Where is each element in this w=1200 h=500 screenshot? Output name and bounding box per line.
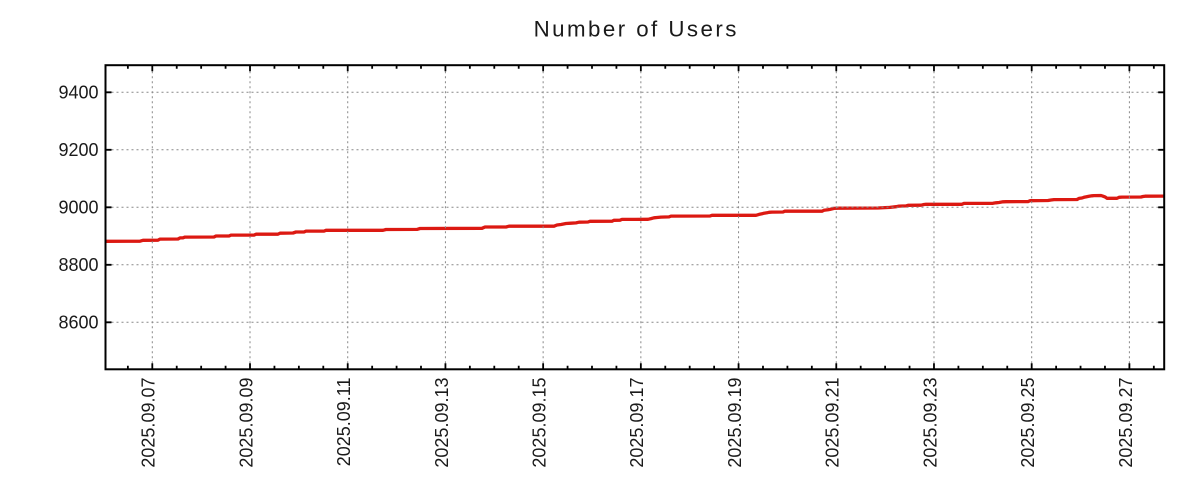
svg-text:2025.09.23: 2025.09.23 [920, 378, 940, 468]
svg-text:9400: 9400 [58, 83, 98, 103]
svg-text:2025.09.07: 2025.09.07 [139, 378, 159, 468]
svg-text:2025.09.25: 2025.09.25 [1018, 378, 1038, 468]
svg-text:8800: 8800 [58, 255, 98, 275]
svg-text:2025.09.11: 2025.09.11 [334, 378, 354, 467]
svg-text:2025.09.15: 2025.09.15 [530, 378, 550, 468]
svg-text:2025.09.09: 2025.09.09 [236, 378, 256, 468]
svg-text:2025.09.19: 2025.09.19 [725, 378, 745, 468]
svg-text:9000: 9000 [58, 198, 98, 218]
svg-text:2025.09.21: 2025.09.21 [823, 378, 843, 468]
svg-text:2025.09.17: 2025.09.17 [627, 378, 647, 468]
svg-text:8600: 8600 [58, 313, 98, 333]
svg-text:Number of Users: Number of Users [534, 17, 739, 42]
svg-text:2025.09.13: 2025.09.13 [432, 378, 452, 468]
svg-text:9200: 9200 [58, 140, 98, 160]
svg-text:2025.09.27: 2025.09.27 [1116, 378, 1136, 468]
